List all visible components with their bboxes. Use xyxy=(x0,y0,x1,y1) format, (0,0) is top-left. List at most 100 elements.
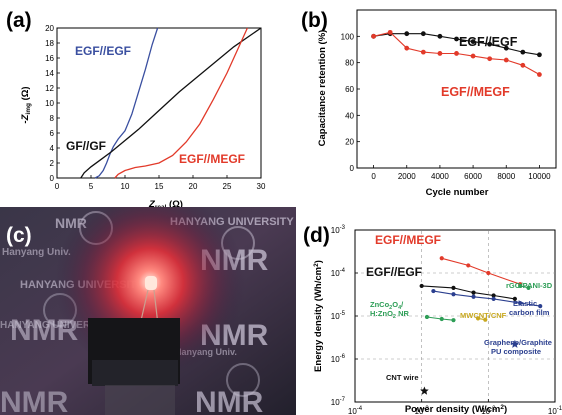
panel-d-grid xyxy=(355,230,555,402)
panel-d-znco-label-2: H:ZnO2 NR xyxy=(370,309,409,320)
panel-a-egf-egf-label: EGF//EGF xyxy=(75,44,131,58)
panel-d-point xyxy=(451,285,456,291)
panel-b-point xyxy=(404,31,410,37)
panel-a-ylabel: -Zimg (Ω) xyxy=(20,86,32,123)
panel-d-series-line xyxy=(441,257,521,285)
panel-b-point xyxy=(371,33,376,39)
panel-a-xtick-label: 5 xyxy=(89,182,94,191)
panel-a-xtick-label: 0 xyxy=(55,182,60,191)
panel-d-point xyxy=(512,296,517,301)
panel-d-point xyxy=(466,263,471,268)
panel-b-point xyxy=(387,29,393,35)
panel-b: (b) 0 2000 4000 6000 8000 10000 0 20 40 60 80 100 C… xyxy=(301,9,557,198)
panel-d-point xyxy=(518,283,523,289)
panel-a-ytick-label: 2 xyxy=(50,159,55,168)
panel-a-xtick-label: 10 xyxy=(121,182,130,191)
panel-d-point xyxy=(491,293,496,298)
panel-d-ytick-label: 10-3 xyxy=(331,225,346,235)
panel-a-ytick-label: 16 xyxy=(45,54,54,63)
panel-a-ytick-label: 0 xyxy=(50,174,55,183)
photo-emblem-4 xyxy=(226,363,260,397)
panel-d-point xyxy=(471,294,476,299)
panel-b-point xyxy=(454,51,459,56)
panel-b-ytick-label: 40 xyxy=(345,111,354,120)
photo-text-nmr: NMR xyxy=(195,386,264,415)
panel-b-label: (b) xyxy=(301,9,328,32)
panel-d-xtick-label: 10-3 xyxy=(415,406,430,415)
panel-c-label: (c) xyxy=(6,224,32,247)
panel-d-xtick-label: 10-4 xyxy=(348,406,363,415)
panel-a-xtick-label: 20 xyxy=(189,182,198,191)
panel-b-point xyxy=(520,62,526,68)
panel-d-cnt-label: CNT wire xyxy=(386,373,419,382)
panel-d-point xyxy=(431,288,436,294)
panel-d-xtick-label: 10-1 xyxy=(548,406,562,415)
panel-b-point xyxy=(520,49,526,55)
panel-d-graphene-label-1: Graphene/Graphite xyxy=(484,338,552,347)
panel-c: NMR HANYANG UNIVERSITY Hanyang Univ. NMR… xyxy=(0,207,296,415)
panel-b-point xyxy=(437,51,443,56)
panel-d-point xyxy=(518,300,523,306)
panel-b-xtick-label: 2000 xyxy=(398,172,416,181)
panel-b-xtick-label: 0 xyxy=(371,172,376,181)
panel-d-series xyxy=(419,256,543,395)
panel-d-point xyxy=(451,318,456,323)
panel-b-egf-megf-label: EGF//MEGF xyxy=(441,85,510,99)
panel-b-point xyxy=(470,53,476,59)
panel-d-elastic-label-2: carbon film xyxy=(509,308,550,317)
panel-d-ticks: 10-4 10-3 10-2 10-1 10-7 10-6 10-5 10-4 10-3 xyxy=(331,225,562,415)
panel-b-xtick-label: 8000 xyxy=(497,172,515,181)
panel-d-ytick-label: 10-7 xyxy=(331,397,346,407)
panel-a: (a) 0 5 10 15 20 25 30 0 2 4 6 8 10 12 14 16 18 20 -Zimg … xyxy=(6,9,266,211)
panel-d-point xyxy=(538,303,543,309)
panel-a-xtick-label: 15 xyxy=(155,182,164,191)
panel-b-xtick-label: 4000 xyxy=(431,172,449,181)
panel-b-ticks: 0 2000 4000 6000 8000 10000 0 20 40 60 80 100 xyxy=(341,32,551,181)
panel-d-point xyxy=(439,316,444,322)
panel-a-ytick-label: 8 xyxy=(50,114,55,123)
panel-a-ticks: 0 5 10 15 20 25 30 0 2 4 6 8 10 12 14 16 18 20 xyxy=(45,24,266,191)
panel-a-label: (a) xyxy=(6,9,32,32)
panel-b-point xyxy=(470,39,476,44)
panel-a-series-line xyxy=(114,27,248,179)
panel-d-point xyxy=(475,316,481,321)
panel-d-point xyxy=(451,292,456,297)
panel-a-lines xyxy=(80,27,262,179)
panel-b-xlabel: Cycle number xyxy=(426,187,489,198)
panel-b-point xyxy=(487,41,493,47)
panel-b-point xyxy=(503,45,509,51)
panel-d-ytick-label: 10-4 xyxy=(331,268,346,278)
panel-b-ytick-label: 20 xyxy=(345,138,354,147)
device-base xyxy=(92,360,178,386)
panel-b-point xyxy=(420,49,426,55)
panel-a-ytick-label: 4 xyxy=(50,144,55,153)
panel-b-ytick-label: 80 xyxy=(345,59,354,68)
panel-b-point xyxy=(420,31,426,37)
panel-d-point xyxy=(439,256,444,261)
panel-a-ytick-label: 12 xyxy=(45,84,54,93)
panel-b-point xyxy=(503,57,509,63)
panel-b-ytick-label: 60 xyxy=(345,85,354,94)
panel-d-series-line xyxy=(421,285,515,300)
panel-d-series-line xyxy=(433,290,541,307)
panel-b-point xyxy=(537,72,542,77)
panel-b-point xyxy=(454,36,459,42)
panel-a-ytick-label: 14 xyxy=(45,69,54,78)
photo-text-hanyang: HANYANG UNIVERSITY xyxy=(0,320,113,331)
panel-d-ytick-label: 10-5 xyxy=(331,311,346,321)
panel-b-ylabel: Capacitance retention (%) xyxy=(317,30,328,147)
led xyxy=(145,276,157,290)
photo-text-nmr: NMR xyxy=(0,386,69,415)
panel-d-star-point xyxy=(420,386,429,395)
photo-watermarks: NMR HANYANG UNIVERSITY Hanyang Univ. NMR… xyxy=(0,207,294,415)
panel-d-mwcnt-label: MWCNT/CNF xyxy=(460,311,507,320)
panel-a-series-line xyxy=(80,27,262,179)
photo-text-hanyang-univ: Hanyang Univ. xyxy=(2,247,71,258)
panel-d-xlabel: Power density (W/cm2) xyxy=(405,404,507,415)
panel-d-graphene-label-2: PU composite xyxy=(491,347,541,356)
panel-a-xtick-label: 25 xyxy=(223,182,232,191)
panel-d-rgo-pani-label: rGO/PANI-3D xyxy=(506,281,553,290)
panel-b-xtick-label: 6000 xyxy=(464,172,482,181)
panel-b-ytick-label: 0 xyxy=(350,164,355,173)
